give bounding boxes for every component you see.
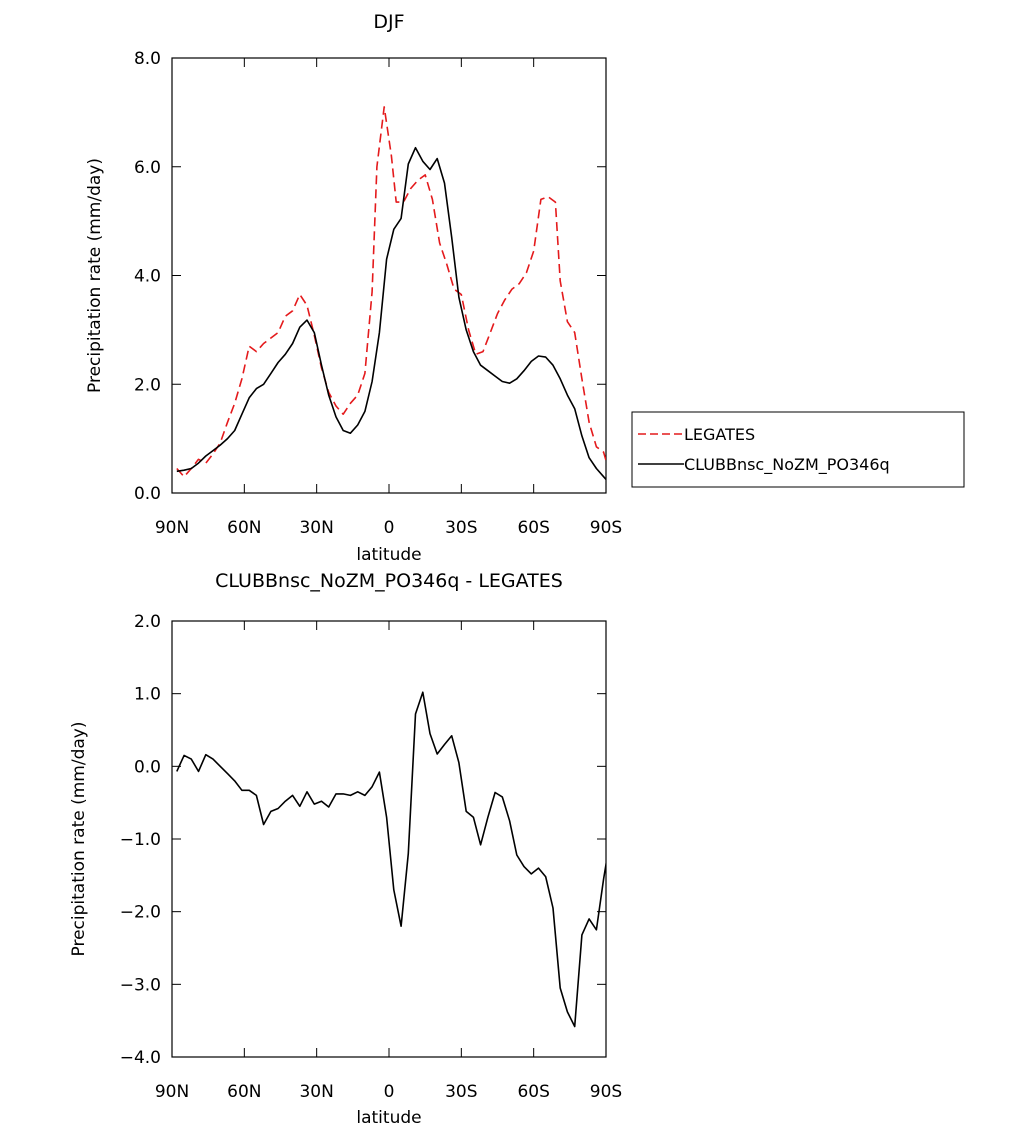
y-tick-label: 6.0 bbox=[134, 158, 161, 178]
legend: LEGATES CLUBBnsc_NoZM_PO346q bbox=[631, 411, 965, 488]
series-line-clubbnsc-nozm-po346q bbox=[176, 146, 606, 481]
y-tick-label: 0.0 bbox=[134, 757, 161, 777]
plot-area bbox=[176, 106, 606, 481]
chart-panel-1: DJF 90N 60N 30N 0 30S 60S 90S 0.0 2.0 4.0 6.0 8.0 lat… bbox=[85, 11, 965, 565]
x-tick-label: 60N bbox=[227, 1082, 261, 1102]
y-axis-label: Precipitation rate (mm/day) bbox=[85, 158, 105, 393]
x-tick-label: 30S bbox=[445, 518, 477, 538]
x-tick-label: 30N bbox=[299, 1082, 333, 1102]
plot-area bbox=[176, 691, 606, 1028]
y-tick-label: 1.0 bbox=[134, 685, 161, 705]
y-tick-label: −2.0 bbox=[120, 903, 161, 923]
y-tick-label: −3.0 bbox=[120, 975, 161, 995]
legend-box bbox=[631, 411, 965, 488]
y-tick-label: 4.0 bbox=[134, 267, 161, 287]
y-tick-label: −4.0 bbox=[120, 1048, 161, 1068]
x-tick-label: 60S bbox=[517, 518, 549, 538]
chart-panel-2: CLUBBnsc_NoZM_PO346q - LEGATES 90N 60N 30N 0… bbox=[69, 570, 622, 1128]
series-line-legates bbox=[176, 106, 606, 478]
y-tick-label: 8.0 bbox=[134, 49, 161, 69]
x-axis-label: latitude bbox=[356, 545, 421, 565]
x-tick-label: 90S bbox=[590, 1082, 622, 1102]
x-tick-label: 60N bbox=[227, 518, 261, 538]
x-axis-label: latitude bbox=[356, 1108, 421, 1128]
chart-title: DJF bbox=[373, 11, 404, 33]
legend-label: LEGATES bbox=[684, 425, 755, 444]
plot-frame bbox=[171, 57, 607, 494]
x-tick-label: 90S bbox=[590, 518, 622, 538]
legend-label: CLUBBnsc_NoZM_PO346q bbox=[684, 455, 890, 475]
series-line-difference bbox=[176, 691, 606, 1028]
y-tick-label: 2.0 bbox=[134, 375, 161, 395]
x-tick-label: 0 bbox=[384, 1082, 395, 1102]
y-axis-label: Precipitation rate (mm/day) bbox=[69, 722, 89, 957]
x-tick-label: 60S bbox=[517, 1082, 549, 1102]
y-tick-label: −1.0 bbox=[120, 830, 161, 850]
x-tick-label: 0 bbox=[384, 518, 395, 538]
x-tick-label: 30S bbox=[445, 1082, 477, 1102]
y-tick-label: 2.0 bbox=[134, 612, 161, 632]
x-tick-label: 90N bbox=[155, 518, 189, 538]
y-tick-label: 0.0 bbox=[134, 484, 161, 504]
x-tick-label: 90N bbox=[155, 1082, 189, 1102]
chart-title: CLUBBnsc_NoZM_PO346q - LEGATES bbox=[215, 570, 563, 592]
x-tick-label: 30N bbox=[299, 518, 333, 538]
